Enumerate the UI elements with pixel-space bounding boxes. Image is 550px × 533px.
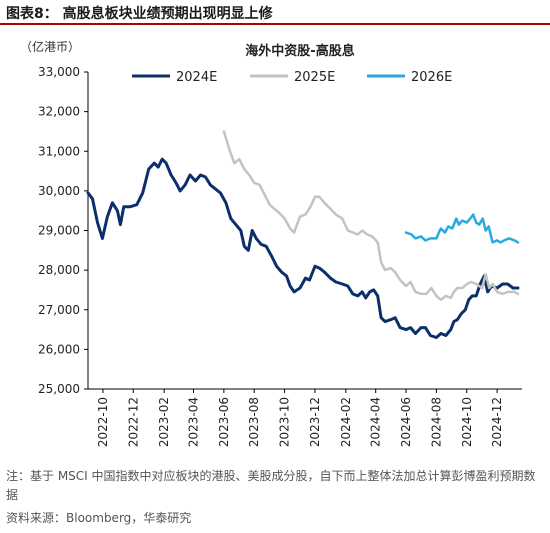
chart-source: 资料来源：Bloomberg，华泰研究 [6,511,192,525]
x-axis: 2022-10 2022-12 2023-02 2023-04 2023-06 2023-… [88,388,522,447]
x-tick-label: 2023-02 [157,397,171,447]
y-tick-label: 33,000 [38,65,80,79]
x-tick-label: 2024-08 [429,397,443,447]
y-tick-label: 28,000 [38,263,80,277]
series-line-2026E [404,213,520,244]
x-tick-label: 2023-10 [278,397,292,447]
x-tick-label: 2022-12 [126,397,140,447]
y-tick-label: 29,000 [38,224,80,238]
chart-title: 海外中资股-高股息 [245,43,354,59]
x-tick-label: 2024-12 [490,397,504,447]
legend-label-2026E: 2026E [411,70,452,85]
title-rule [0,23,550,25]
y-axis: 25,000 26,000 27,000 28,000 29,000 30,000 31,0… [38,65,89,396]
chart-note: 注：基于 MSCI 中国指数中对应板块的港股、美股成分股，自下而上整体法加总计算… [6,469,536,502]
x-tick-label: 2024-02 [339,397,353,447]
y-tick-label: 31,000 [38,144,80,158]
x-tick-label: 2023-06 [217,397,231,447]
y-tick-label: 27,000 [38,303,80,317]
legend-label-2024E: 2024E [176,70,217,85]
x-tick-label: 2023-08 [247,397,261,447]
series-line-2024E [86,157,520,339]
x-tick-label: 2024-06 [399,397,413,447]
legend-label-2025E: 2025E [294,70,335,85]
x-tick-label: 2022-10 [96,397,110,447]
x-tick-label: 2023-12 [308,397,322,447]
figure-title: 图表8： 高股息板块业绩预期出现明显上修 [6,6,273,22]
x-tick-label: 2024-04 [369,397,383,447]
line-chart: 海外中资股-高股息 （亿港币） 2024E 2025E 2026E 25,000 26… [20,39,522,447]
figure-title-bar: 图表8： 高股息板块业绩预期出现明显上修 [0,0,550,25]
plot-area [86,130,520,339]
legend: 2024E 2025E 2026E [132,70,452,85]
y-axis-unit: （亿港币） [20,39,80,54]
y-tick-label: 30,000 [38,184,80,198]
y-tick-label: 26,000 [38,342,80,356]
chart-area: 海外中资股-高股息 （亿港币） 2024E 2025E 2026E 25,000 26… [0,25,550,465]
series-line-2025E [222,130,520,302]
y-tick-label: 25,000 [38,382,80,396]
x-tick-label: 2023-04 [187,397,201,447]
y-tick-label: 32,000 [38,105,80,119]
x-tick-label: 2024-10 [460,397,474,447]
